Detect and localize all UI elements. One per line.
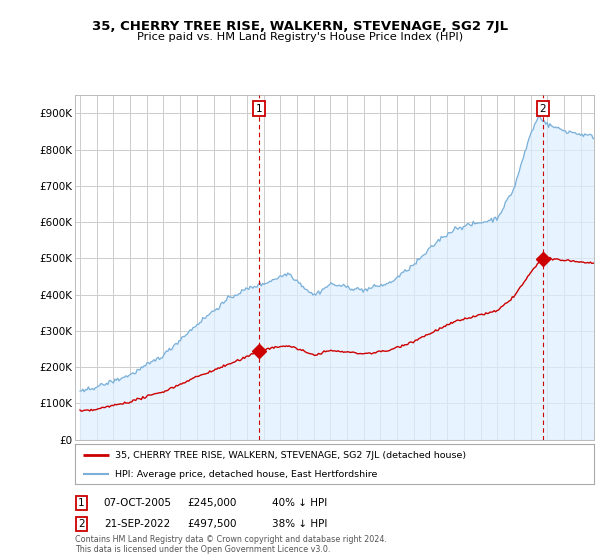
Text: Price paid vs. HM Land Registry's House Price Index (HPI): Price paid vs. HM Land Registry's House … [137,32,463,42]
Text: 2: 2 [539,104,546,114]
Text: 35, CHERRY TREE RISE, WALKERN, STEVENAGE, SG2 7JL: 35, CHERRY TREE RISE, WALKERN, STEVENAGE… [92,20,508,32]
Text: £245,000: £245,000 [188,498,237,508]
Text: 07-OCT-2005: 07-OCT-2005 [104,498,172,508]
Text: 1: 1 [256,104,263,114]
Text: 38% ↓ HPI: 38% ↓ HPI [272,519,327,529]
Text: 40% ↓ HPI: 40% ↓ HPI [272,498,327,508]
Text: Contains HM Land Registry data © Crown copyright and database right 2024.
This d: Contains HM Land Registry data © Crown c… [75,535,387,554]
Text: 21-SEP-2022: 21-SEP-2022 [104,519,170,529]
Text: HPI: Average price, detached house, East Hertfordshire: HPI: Average price, detached house, East… [115,470,378,479]
Text: 2: 2 [78,519,85,529]
Text: 1: 1 [78,498,85,508]
Text: £497,500: £497,500 [188,519,238,529]
Text: 35, CHERRY TREE RISE, WALKERN, STEVENAGE, SG2 7JL (detached house): 35, CHERRY TREE RISE, WALKERN, STEVENAGE… [115,451,467,460]
